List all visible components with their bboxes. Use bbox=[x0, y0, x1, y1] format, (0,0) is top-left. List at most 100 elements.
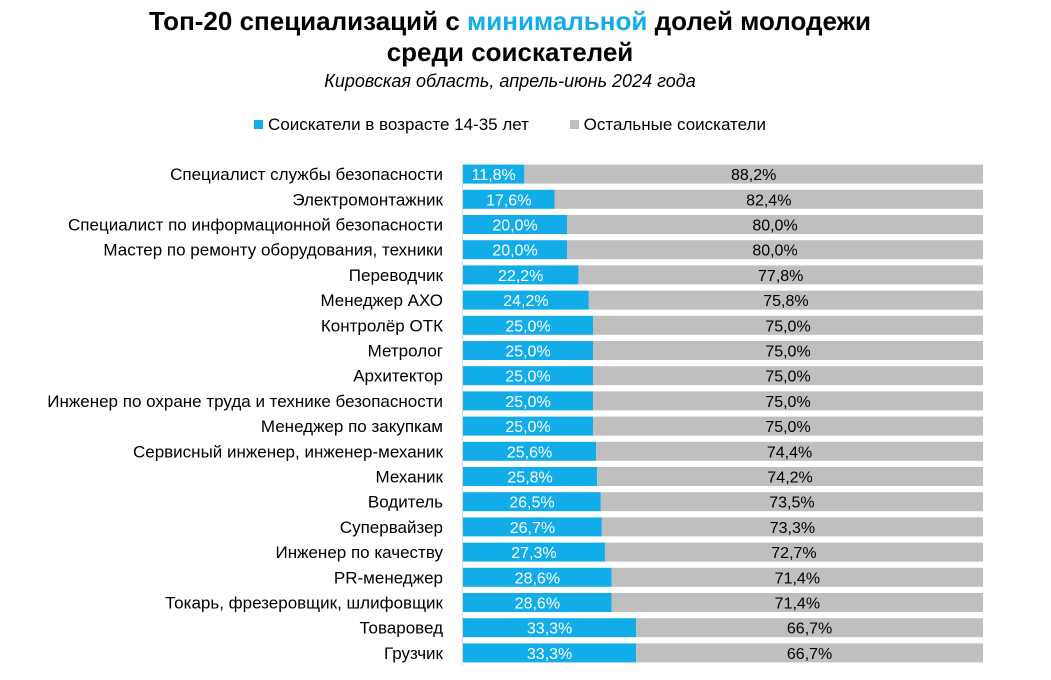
data-label-others: 75,0% bbox=[765, 369, 810, 386]
bar-youth bbox=[463, 542, 605, 562]
category-label: PR-менеджер bbox=[334, 568, 443, 587]
data-label-youth: 25,0% bbox=[505, 344, 550, 361]
bar-others bbox=[593, 315, 983, 335]
category-label: Электромонтажник bbox=[292, 190, 443, 209]
data-label-others: 75,0% bbox=[765, 394, 810, 411]
legend-label-others: Остальные соискатели bbox=[583, 114, 766, 134]
data-label-youth: 28,6% bbox=[515, 570, 560, 587]
bar-youth bbox=[463, 567, 612, 587]
legend-swatch-youth bbox=[254, 120, 264, 129]
data-label-others: 75,0% bbox=[765, 344, 810, 361]
bar-others bbox=[611, 567, 983, 587]
bar-others bbox=[567, 240, 983, 260]
data-label-youth: 20,0% bbox=[492, 218, 537, 235]
data-label-others: 74,4% bbox=[767, 444, 812, 461]
category-label: Мастер по ремонту оборудования, техники bbox=[103, 241, 443, 260]
data-label-youth: 25,0% bbox=[505, 369, 550, 386]
data-label-youth: 28,6% bbox=[515, 596, 560, 613]
bar-others bbox=[600, 492, 983, 512]
category-label: Менеджер АХО bbox=[320, 291, 443, 310]
data-label-others: 75,0% bbox=[765, 419, 810, 436]
data-label-others: 75,8% bbox=[763, 293, 808, 310]
category-label: Механик bbox=[375, 468, 443, 487]
category-label: Водитель bbox=[368, 493, 443, 512]
bar-youth bbox=[463, 240, 567, 260]
category-label: Менеджер по закупкам bbox=[261, 417, 443, 436]
chart-title: Топ-20 специализаций с минимальной долей… bbox=[0, 6, 1020, 68]
bar-others bbox=[588, 290, 983, 310]
bar-youth bbox=[463, 315, 593, 335]
bar-youth bbox=[463, 189, 555, 209]
data-label-youth: 25,0% bbox=[505, 318, 550, 335]
bar-youth bbox=[463, 265, 579, 285]
data-label-youth: 25,0% bbox=[505, 394, 550, 411]
bar-others bbox=[567, 215, 983, 234]
title-line2: среди соискателей bbox=[386, 37, 634, 67]
bar-others bbox=[593, 366, 983, 386]
data-label-others: 72,7% bbox=[771, 545, 816, 562]
data-label-others: 71,4% bbox=[775, 596, 820, 613]
data-label-others: 71,4% bbox=[775, 570, 820, 587]
data-label-youth: 25,6% bbox=[507, 444, 552, 461]
data-label-youth: 26,5% bbox=[509, 495, 554, 512]
category-label: Специалист службы безопасности bbox=[170, 165, 443, 184]
bar-youth bbox=[463, 341, 593, 360]
category-label: Переводчик bbox=[349, 266, 444, 285]
category-label: Сервисный инженер, инженер-механик bbox=[133, 442, 444, 461]
category-label: Супервайзер bbox=[340, 518, 443, 537]
data-label-youth: 11,8% bbox=[472, 167, 516, 184]
data-label-youth: 17,6% bbox=[486, 192, 531, 209]
data-label-others: 82,4% bbox=[746, 192, 791, 209]
data-label-others: 73,3% bbox=[770, 520, 815, 537]
bar-others bbox=[554, 189, 983, 209]
bar-youth bbox=[463, 467, 598, 486]
title-part2: долей молодежи bbox=[647, 6, 872, 36]
bar-others bbox=[593, 416, 983, 436]
category-label: Контролёр ОТК bbox=[321, 316, 443, 335]
bar-others bbox=[611, 593, 983, 612]
legend-item-youth: Соискатели в возрасте 14-35 лет bbox=[254, 115, 529, 135]
data-label-youth: 24,2% bbox=[503, 293, 548, 310]
bar-others bbox=[636, 643, 983, 663]
data-label-youth: 33,3% bbox=[527, 621, 572, 638]
category-label: Токарь, фрезеровщик, шлифовщик bbox=[165, 594, 443, 613]
bar-youth bbox=[463, 215, 567, 234]
category-label: Инженер по охране труда и технике безопа… bbox=[47, 392, 443, 411]
bar-youth bbox=[463, 492, 601, 512]
data-label-others: 80,0% bbox=[752, 218, 797, 235]
bar-others bbox=[601, 517, 983, 537]
legend-swatch-others bbox=[569, 120, 579, 129]
bar-others bbox=[524, 164, 983, 184]
chart-subtitle: Кировская область, апрель-июнь 2024 года bbox=[324, 71, 696, 91]
bar-youth bbox=[463, 416, 593, 436]
bar-others bbox=[636, 618, 983, 638]
bar-others bbox=[604, 542, 983, 562]
data-label-others: 80,0% bbox=[752, 243, 797, 260]
category-label: Товаровед bbox=[359, 619, 443, 638]
legend: Соискатели в возрасте 14-35 лет Остальны… bbox=[0, 114, 1020, 135]
data-label-others: 75,0% bbox=[765, 318, 810, 335]
bar-others bbox=[593, 341, 983, 360]
data-label-youth: 26,7% bbox=[510, 520, 555, 537]
data-label-youth: 33,3% bbox=[527, 646, 572, 663]
bar-others bbox=[597, 467, 983, 486]
data-label-others: 66,7% bbox=[787, 646, 832, 663]
data-label-youth: 22,2% bbox=[498, 268, 543, 285]
category-label: Метролог bbox=[368, 342, 443, 361]
bar-youth bbox=[463, 391, 593, 411]
data-label-youth: 25,8% bbox=[507, 470, 552, 487]
data-label-youth: 27,3% bbox=[511, 545, 556, 562]
title-highlight: минимальной bbox=[467, 6, 648, 36]
data-label-others: 66,7% bbox=[787, 621, 832, 638]
bar-youth bbox=[463, 593, 612, 612]
bar-youth bbox=[463, 618, 637, 638]
title-part1: Топ-20 специализаций с bbox=[148, 6, 468, 36]
bar-youth bbox=[463, 643, 637, 663]
data-label-youth: 25,0% bbox=[505, 419, 550, 436]
bar-youth bbox=[463, 164, 525, 184]
data-label-others: 88,2% bbox=[731, 167, 776, 184]
bar-youth bbox=[463, 290, 589, 310]
category-label: Грузчик bbox=[384, 644, 444, 663]
category-label: Инженер по качеству bbox=[276, 543, 444, 562]
